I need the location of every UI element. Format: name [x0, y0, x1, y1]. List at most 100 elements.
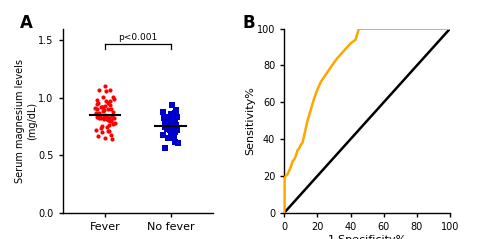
Point [94, 134, 102, 138]
Point [102, 104, 110, 108]
Point [98, 130, 106, 134]
Point [94, 107, 102, 110]
Point [94, 101, 102, 105]
Point [102, 99, 110, 103]
Point [168, 131, 176, 135]
Point [172, 123, 180, 127]
Point [170, 130, 178, 133]
Point [161, 122, 169, 126]
Point [94, 113, 102, 117]
Point [106, 103, 114, 107]
Point [164, 127, 172, 131]
Point [166, 121, 174, 125]
Point [172, 111, 180, 114]
Point [171, 124, 179, 128]
Point [172, 128, 180, 132]
Point [102, 136, 110, 140]
Point [170, 122, 178, 125]
X-axis label: 1-Specificity%: 1-Specificity% [328, 234, 407, 239]
Point [104, 101, 112, 104]
Point [98, 124, 106, 128]
Point [169, 121, 177, 125]
Point [104, 117, 112, 121]
Point [100, 117, 108, 121]
Point [170, 117, 178, 121]
Point [173, 115, 181, 119]
Point [162, 121, 170, 125]
Point [106, 89, 114, 92]
Point [162, 123, 170, 127]
Point [92, 111, 100, 115]
Point [169, 126, 177, 130]
Text: B: B [243, 14, 256, 32]
Point [171, 141, 179, 144]
Point [171, 130, 179, 134]
Point [166, 116, 174, 120]
Point [110, 97, 118, 101]
Point [95, 88, 103, 92]
Point [166, 127, 174, 130]
Y-axis label: Serum magnesium levels
(mg/dL): Serum magnesium levels (mg/dL) [15, 59, 36, 183]
Point [172, 108, 179, 112]
Point [168, 124, 176, 128]
Point [106, 129, 114, 133]
Point [103, 114, 111, 117]
Point [168, 103, 176, 107]
Point [165, 128, 173, 131]
Point [98, 109, 106, 113]
Point [164, 117, 172, 121]
Point [110, 121, 118, 125]
Point [97, 126, 105, 130]
Point [100, 114, 108, 118]
Text: p<0.001: p<0.001 [118, 33, 158, 43]
Point [160, 116, 168, 120]
Point [161, 125, 169, 129]
Point [108, 107, 116, 111]
Point [97, 105, 105, 109]
Text: A: A [20, 14, 33, 32]
Point [108, 119, 116, 123]
Point [163, 121, 171, 125]
Point [96, 113, 104, 117]
Point [102, 89, 110, 93]
Point [170, 134, 177, 138]
Point [166, 124, 173, 128]
Point [104, 118, 112, 122]
Point [108, 95, 116, 99]
Point [172, 128, 180, 132]
Point [160, 147, 168, 150]
Point [93, 115, 101, 119]
Point [97, 116, 105, 120]
Point [168, 126, 175, 130]
Point [94, 116, 102, 120]
Point [160, 134, 168, 137]
Point [106, 99, 114, 103]
Point [168, 131, 176, 135]
Point [107, 118, 115, 122]
Point [167, 134, 175, 138]
Point [92, 128, 100, 132]
Point [163, 121, 171, 125]
Point [108, 137, 116, 141]
Point [169, 125, 177, 128]
Point [93, 98, 101, 102]
Point [107, 133, 115, 137]
Point [168, 121, 176, 125]
Point [174, 141, 182, 145]
Point [172, 125, 179, 129]
Point [166, 136, 174, 140]
Point [166, 128, 174, 132]
Point [168, 126, 175, 130]
Point [167, 112, 175, 116]
Y-axis label: Sensitivity%: Sensitivity% [246, 86, 256, 155]
Point [106, 120, 114, 123]
Point [104, 107, 112, 111]
Point [95, 111, 103, 115]
Point [172, 124, 179, 128]
Point [169, 120, 177, 123]
Point [160, 110, 168, 114]
Point [171, 111, 179, 115]
Point [162, 115, 170, 119]
Point [171, 123, 179, 127]
Point [99, 95, 107, 99]
